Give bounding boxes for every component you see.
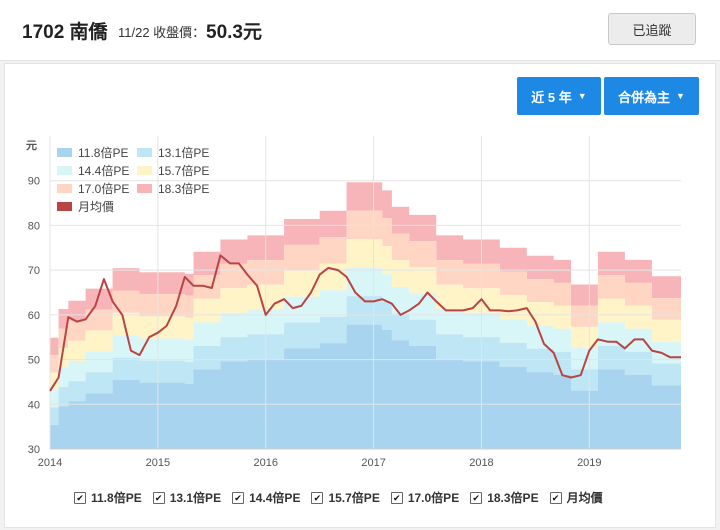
legend-swatch [137,166,152,175]
y-tick-label: 90 [28,176,40,188]
toggle-pe-15-7[interactable]: ✔ 15.7倍PE [311,489,380,506]
close-price: 50.3元 [206,22,262,43]
x-tick-label: 2019 [577,457,601,469]
legend-swatch [57,202,72,211]
legend-swatch [57,184,72,193]
toggle-pe-13-1[interactable]: ✔ 13.1倍PE [152,489,222,506]
legend-label: 14.4倍PE [78,164,130,178]
legend-item-pe-15-7: 15.7倍PE [137,162,209,179]
toggle-pe-14-4[interactable]: ✔ 14.4倍PE [232,489,300,506]
toggle-pe-17-0[interactable]: ✔ 17.0倍PE [390,489,460,506]
y-tick-label: 80 [28,220,40,232]
checkbox-icon[interactable]: ✔ [152,491,165,504]
legend-item-pe-13-1: 13.1倍PE [137,144,209,161]
stock-header: 1702 南僑 11/22 收盤價： 50.3元 已追蹤 [0,0,720,61]
follow-button[interactable]: 已追蹤 [608,13,696,45]
y-tick-label: 50 [28,355,40,367]
legend-item-pe-14-4: 14.4倍PE [57,162,129,179]
y-tick-label: 60 [28,310,40,322]
series-toggle-bar: ✔ 11.8倍PE ✔ 13.1倍PE ✔ 14.4倍PE ✔ 15.7倍PE ✔ 17.… [74,489,614,506]
range-dropdown[interactable]: 近 5 年 ▼ [517,77,601,115]
legend-label: 13.1倍PE [158,146,210,160]
x-tick-label: 2017 [361,457,385,469]
y-tick-label: 70 [28,265,40,277]
legend-item-pe-17-0: 17.0倍PE [57,180,129,197]
legend-swatch [57,166,72,175]
legend-swatch [57,148,72,157]
legend-label: 11.8倍PE [78,146,129,160]
checkbox-icon[interactable]: ✔ [311,491,324,504]
basis-dropdown[interactable]: 合併為主 ▼ [604,77,699,115]
chevron-down-icon: ▼ [577,91,587,101]
legend-item-pe-11-8: 11.8倍PE [57,144,128,161]
pe-band-13-1 [50,296,681,425]
toggle-label: 17.0倍PE [407,491,460,505]
legend-item-pe-18-3: 18.3倍PE [137,180,209,197]
toggle-label: 月均價 [566,491,603,505]
chevron-down-icon: ▼ [676,91,685,101]
checkbox-icon[interactable]: ✔ [74,491,86,504]
toggle-label: 11.8倍PE [91,491,142,505]
legend-label: 15.7倍PE [158,164,210,178]
toggle-label: 14.4倍PE [249,491,301,505]
toggle-label: 15.7倍PE [328,491,380,505]
checkbox-icon[interactable]: ✔ [232,491,245,504]
range-dropdown-label: 近 5 年 [531,89,572,105]
legend-label: 17.0倍PE [78,182,130,196]
legend-swatch [137,184,152,193]
checkbox-icon[interactable]: ✔ [470,491,483,504]
y-tick-label: 30 [28,444,40,456]
legend-item-monthly-price: 月均價 [57,198,114,215]
pe-band-18-3 [50,182,681,356]
legend-label: 月均價 [78,200,115,214]
x-tick-label: 2018 [469,457,493,469]
monthly-price-line [49,254,681,392]
checkbox-icon[interactable]: ✔ [390,491,403,504]
toggle-pe-18-3[interactable]: ✔ 18.3倍PE [470,489,539,506]
toggle-label: 18.3倍PE [487,491,539,505]
toggle-monthly-price[interactable]: ✔ 月均價 [549,489,603,506]
pe-band-11-8 [50,324,681,449]
legend-label: 18.3倍PE [158,182,210,196]
basis-dropdown-label: 合併為主 [618,89,671,105]
x-tick-label: 2016 [253,457,277,469]
x-tick-label: 2014 [38,457,62,469]
stock-title: 1702 南僑 [22,22,108,43]
toggle-label: 13.1倍PE [169,491,222,505]
pe-band-14-4 [50,267,681,408]
toggle-pe-11-8[interactable]: ✔ 11.8倍PE [74,489,142,506]
close-date-label: 11/22 收盤價： [118,25,206,40]
y-tick-label: 40 [28,399,40,411]
x-tick-label: 2015 [146,457,170,469]
y-axis-unit: 元 [26,139,37,152]
checkbox-icon[interactable]: ✔ [549,491,562,504]
legend-swatch [137,148,152,157]
pe-band-17 [50,210,681,373]
